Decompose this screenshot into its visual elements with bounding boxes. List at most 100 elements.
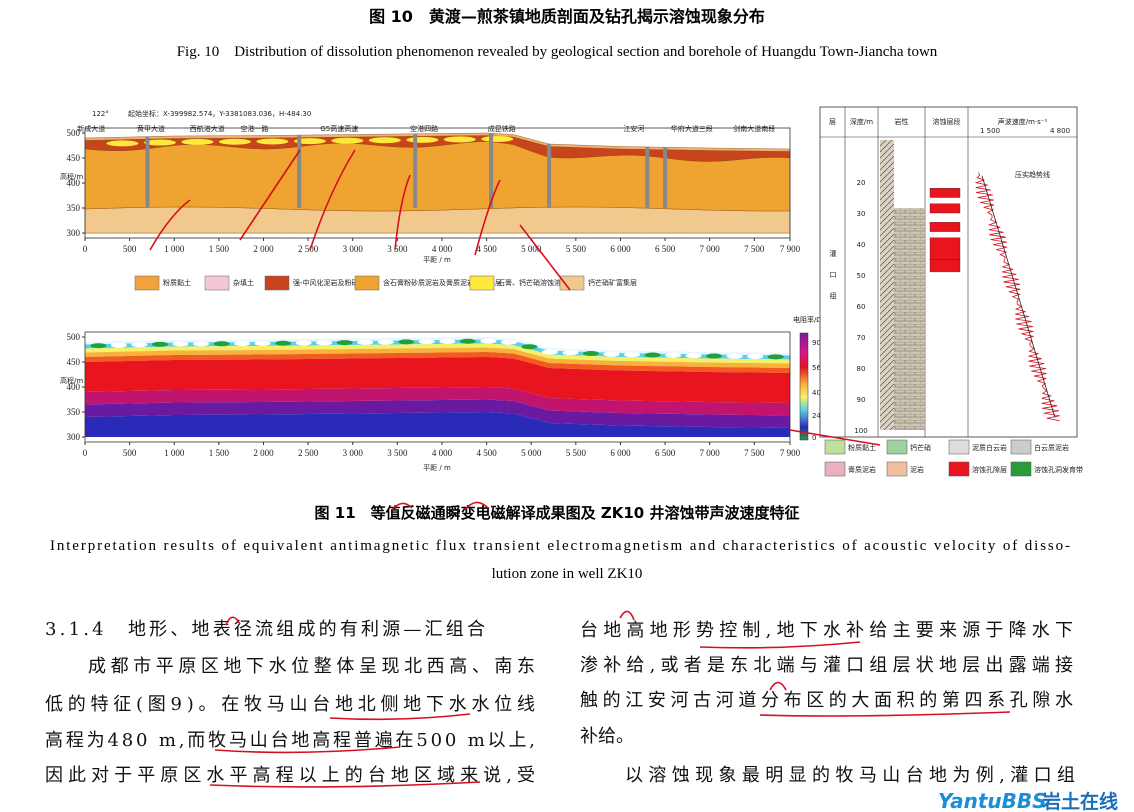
x-tick-label: 3 000 — [343, 448, 364, 458]
body-line: 高程为480 m,而牧马山台地高程普遍在500 m以上, — [45, 730, 535, 751]
figure-caption-en: lution zone in well ZK10 — [492, 566, 643, 582]
y-tick-label: 400 — [67, 178, 81, 188]
figure-caption-cn: 图 10 黄渡—煎茶镇地质剖面及钻孔揭示溶蚀现象分布 — [369, 7, 765, 26]
x-tick-label: 7 500 — [744, 244, 765, 254]
gypsum-lens — [443, 136, 476, 143]
x-tick-label: 500 — [123, 244, 137, 254]
y-axis-label: 高程/m — [60, 376, 83, 385]
resistivity-patch — [644, 352, 661, 358]
gypsum-lens — [406, 136, 439, 143]
x-tick-label: 4 500 — [476, 448, 497, 458]
gypsum-lens — [106, 140, 139, 147]
legend-swatch — [948, 439, 970, 455]
gypsum-lens — [218, 138, 251, 145]
trend-line — [981, 175, 1056, 418]
figure-caption-en: Interpretation results of equivalent ant… — [50, 538, 1070, 554]
legend-swatch — [469, 275, 495, 291]
y-tick-label: 350 — [67, 407, 81, 417]
color-bar-label: 562 — [812, 364, 825, 372]
lithology-mudstone — [894, 208, 925, 430]
depth-label: 40 — [857, 241, 866, 249]
x-tick-label: 0 — [83, 244, 88, 254]
legend-label: 溶蚀孔隙层 — [972, 465, 1007, 474]
resistivity-patch — [500, 339, 517, 345]
place-label: 剑南大道南段 — [733, 124, 775, 133]
legend-label: 强-中风化泥岩及粉砂质泥岩 — [293, 278, 380, 287]
resistivity-patch — [603, 351, 620, 357]
body-line: 低的特征(图9)。在牧马山台地北侧地下水水位线 — [45, 694, 535, 715]
legend-swatch — [204, 275, 230, 291]
resistivity-patch — [357, 339, 374, 345]
y-tick-label: 300 — [67, 228, 81, 238]
x-tick-label: 2 500 — [298, 244, 319, 254]
resistivity-patch — [480, 338, 497, 344]
gypsum-lens — [481, 136, 514, 142]
x-tick-label: 7 900 — [780, 448, 801, 458]
resistivity-patch — [439, 338, 456, 344]
x-tick-label: 1 500 — [209, 448, 230, 458]
section-heading: 3.1.4 地形、地表径流组成的有利源—汇组合 — [45, 619, 485, 640]
legend-label: 杂填土 — [233, 278, 254, 287]
resistivity-patch — [151, 341, 168, 347]
dissolution-zone — [929, 259, 961, 273]
legend-swatch — [1010, 461, 1032, 477]
resistivity-patch — [172, 341, 189, 347]
x-tick-label: 4 000 — [432, 244, 453, 254]
color-bar-label: 905 — [812, 339, 825, 347]
legend-swatch — [559, 275, 585, 291]
watermark: YantuBBS 岩土在线 — [938, 789, 1118, 812]
legend-swatch — [264, 275, 290, 291]
gypsum-lens — [368, 137, 401, 144]
y-tick-label: 500 — [67, 332, 81, 342]
borehole — [547, 144, 552, 208]
legend-swatch — [886, 439, 908, 455]
x-tick-label: 3 500 — [387, 244, 408, 254]
x-tick-label: 6 500 — [655, 244, 676, 254]
y-tick-label: 450 — [67, 153, 81, 163]
velocity-max: 4 800 — [1050, 127, 1070, 135]
x-tick-label: 5 500 — [566, 244, 587, 254]
blank — [84, 232, 791, 239]
body-line: 触的江安河古河道分布区的大面积的第四系孔隙水 — [580, 690, 1073, 711]
resistivity-patch — [213, 341, 230, 347]
gypsum-lens — [143, 139, 176, 146]
handwritten-marks — [149, 149, 1011, 788]
x-tick-label: 5 500 — [566, 448, 587, 458]
x-tick-label: 3 000 — [343, 244, 364, 254]
formation-label: 灌口组 — [829, 249, 837, 313]
legend-label: 膏质泥岩 — [848, 465, 876, 474]
legend-label: 石膏、钙芒硝溶蚀溶孔 — [498, 278, 568, 287]
resistivity-patch — [336, 340, 353, 346]
legend-label: 泥质白云岩 — [972, 443, 1007, 452]
legend-label: 溶蚀孔洞发育带 — [1034, 465, 1083, 474]
resistivity-patch — [398, 339, 415, 345]
place-label: 江安河 — [623, 124, 644, 133]
depth-label: 70 — [857, 334, 866, 342]
body-line: 成都市平原区地下水位整体呈现北西高、南东 — [88, 656, 535, 677]
legend-label: 钙芒硝矿富集层 — [588, 278, 637, 287]
gypsum-lens — [256, 138, 289, 145]
body-text: 成都市平原区地下水位整体呈现北西高、南东低的特征(图9)。在牧马山台地北侧地下水… — [45, 620, 1075, 786]
figure-caption-en: Fig. 10 Distribution of dissolution phen… — [177, 44, 938, 60]
depth-label: 30 — [857, 210, 866, 218]
watermark-brand: YantuBBS — [938, 789, 1047, 812]
gypsum-lens — [181, 138, 214, 145]
depth-label: 90 — [857, 396, 866, 404]
legend-label: 含石膏粉砂质泥岩及膏质泥岩、膏岩层 — [383, 278, 502, 287]
resistivity-patch — [377, 339, 394, 345]
column-header: 岩性 — [895, 117, 909, 126]
resistivity-patch — [295, 340, 312, 346]
x-axis-label: 平距 / m — [423, 256, 451, 264]
resistivity-patch — [459, 338, 476, 344]
resistivity-band — [85, 399, 790, 428]
y-tick-label: 450 — [67, 357, 81, 367]
watermark-name: 岩土在线 — [1041, 790, 1118, 812]
resistivity-section: 0 500 1 000 1 500 2 000 2 500 3 000 3 500 4 000 4… — [60, 315, 831, 472]
place-label: 空港四路 — [410, 124, 438, 133]
geologic-section: 新成大道 黄甲大道 西航港大道 空港一路 G5高速高速 空港四路 成昆铁路 江安河 华府大道三段… — [60, 109, 801, 291]
figure-caption-cn: 图 11 等值反磁通瞬变电磁解译成果图及 ZK10 井溶蚀带声波速度特征 — [315, 504, 800, 522]
x-tick-label: 3 500 — [387, 448, 408, 458]
trend-label: 压实趋势线 — [1015, 170, 1050, 179]
depth-label: 20 — [857, 179, 866, 187]
x-axis-label: 平距 / m — [423, 464, 451, 472]
